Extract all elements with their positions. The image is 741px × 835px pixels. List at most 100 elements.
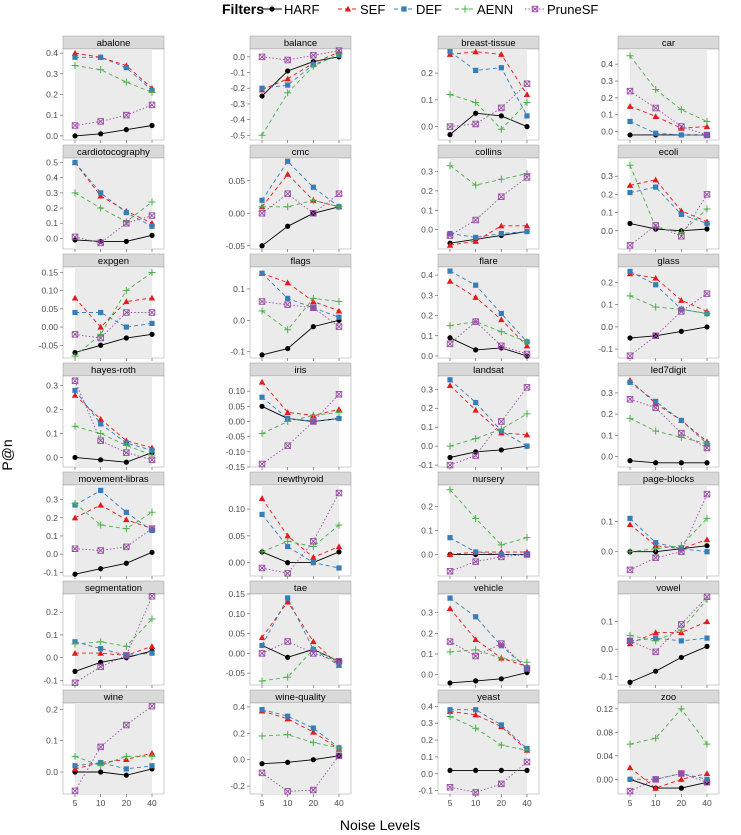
x-tick-label: 10	[651, 798, 661, 808]
data-point	[446, 551, 454, 558]
data-point	[258, 732, 266, 740]
y-tick-label: 0.0	[421, 351, 433, 361]
data-point	[285, 345, 291, 352]
data-point	[652, 113, 659, 119]
data-point	[677, 433, 685, 441]
y-tick-label: 0.0	[46, 653, 58, 663]
y-tick-label: 0.0	[601, 127, 613, 137]
noise-range-band	[75, 594, 152, 685]
y-tick-label: 0.1	[601, 430, 613, 440]
legend-title: Filters	[222, 1, 264, 17]
noise-range-band	[75, 485, 152, 576]
data-point	[523, 342, 531, 349]
y-tick-label: 0.10	[228, 386, 245, 396]
panel-title: landsat	[473, 365, 504, 376]
panel-title: breast-tissue	[461, 38, 515, 49]
y-tick-label: 0.1	[46, 531, 58, 541]
series-line	[261, 319, 340, 356]
data-point	[627, 220, 633, 227]
data-point	[123, 219, 130, 227]
data-point	[259, 270, 265, 276]
data-point	[498, 51, 505, 57]
series-line	[74, 215, 153, 244]
data-point	[335, 408, 343, 416]
data-point	[309, 294, 317, 302]
series-def	[627, 184, 710, 227]
data-point	[259, 403, 265, 409]
data-point	[123, 516, 130, 523]
series-line	[74, 762, 153, 770]
data-point	[335, 658, 343, 665]
data-point	[97, 501, 104, 508]
series-line	[261, 514, 340, 569]
data-point	[678, 621, 685, 628]
y-tick-label: -0.05	[226, 668, 246, 678]
data-point	[498, 342, 505, 350]
series-line	[449, 641, 528, 669]
legend-key-marker	[531, 5, 539, 13]
data-point	[72, 454, 78, 461]
series-prunesf	[258, 47, 343, 64]
y-tick-label: 0.2	[421, 311, 433, 321]
data-point	[627, 335, 633, 341]
series-prunesf	[71, 702, 156, 795]
data-point	[652, 85, 660, 93]
y-tick-label: 0.00	[596, 774, 613, 784]
series-line	[449, 385, 528, 436]
data-point	[652, 784, 659, 791]
y-tick-label: 0.4	[46, 48, 58, 58]
data-point	[524, 767, 530, 774]
y-tick-label: 0.05	[228, 401, 245, 411]
series-aenn	[258, 294, 343, 334]
data-point	[472, 238, 479, 244]
data-point	[497, 541, 505, 549]
y-tick-label: 0.1	[46, 630, 58, 640]
data-point	[71, 514, 79, 521]
data-point	[71, 233, 79, 241]
y-tick-label: 0.1	[601, 110, 613, 120]
data-point	[122, 218, 130, 226]
series-line	[261, 160, 340, 208]
data-point	[310, 418, 317, 425]
panel-landsat: landsat -0.1 0.0 0.1 0.2 0.3	[418, 362, 540, 470]
data-point	[97, 204, 105, 212]
data-point	[627, 189, 633, 196]
data-point	[703, 117, 711, 125]
data-point	[284, 279, 291, 286]
data-point	[98, 457, 104, 463]
data-point	[523, 410, 531, 418]
y-tick-label: 0.2	[46, 607, 58, 617]
data-point	[310, 324, 316, 330]
series-harf	[72, 766, 155, 778]
data-point	[98, 54, 104, 60]
x-tick-label: 20	[497, 798, 507, 808]
data-point	[446, 567, 454, 575]
data-point	[626, 87, 634, 95]
y-tick-label: 0.0	[46, 131, 58, 141]
data-point	[98, 421, 104, 427]
y-tick-label: 0.2	[233, 728, 245, 738]
data-point	[310, 725, 316, 731]
data-point	[258, 548, 266, 556]
data-point	[123, 324, 129, 330]
series-line	[629, 778, 708, 789]
data-point	[149, 232, 155, 238]
series-prunesf	[626, 191, 711, 249]
data-point	[71, 49, 79, 56]
data-point	[498, 722, 504, 728]
data-point	[71, 752, 79, 760]
data-point	[97, 638, 105, 646]
y-tick-label: 0.4	[601, 59, 613, 69]
data-point	[627, 776, 633, 782]
data-point	[149, 122, 155, 129]
y-tick-label: 0.1	[601, 617, 613, 627]
data-point	[497, 125, 505, 133]
data-point	[285, 595, 291, 601]
panel-vehicle: vehicle 0.0 0.1 0.2 0.3	[421, 580, 540, 688]
legend-item-def: DEF	[394, 2, 442, 17]
data-point	[626, 242, 634, 249]
data-point	[72, 349, 78, 356]
data-point	[678, 770, 685, 777]
data-point	[472, 181, 480, 189]
data-point	[98, 769, 104, 775]
